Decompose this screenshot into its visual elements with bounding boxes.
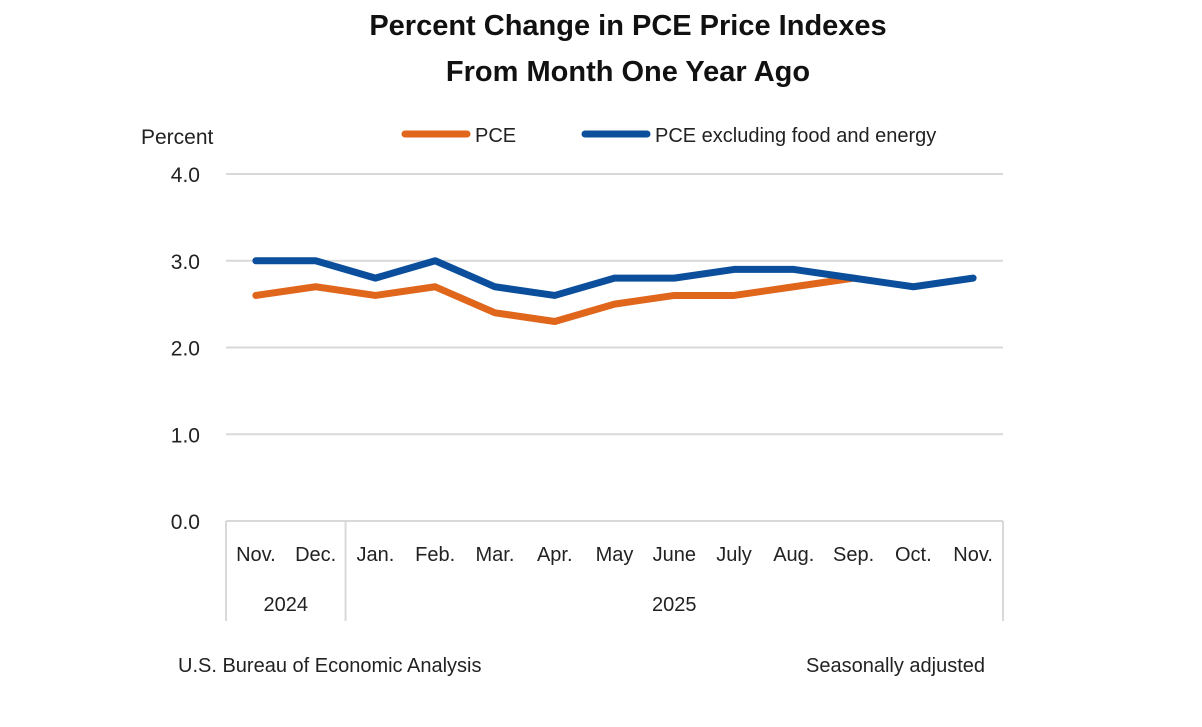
data-point (793, 286, 795, 288)
year-label: 2024 (264, 594, 309, 616)
data-point (315, 286, 317, 288)
data-point (673, 294, 675, 296)
x-tick-label: Sep. (833, 544, 874, 566)
data-point (554, 320, 556, 322)
data-point (912, 286, 914, 288)
data-point (315, 260, 317, 262)
x-tick-label: Oct. (895, 544, 932, 566)
x-tick-label: Nov. (953, 544, 993, 566)
data-point (853, 277, 855, 279)
data-point (614, 277, 615, 279)
data-point (554, 294, 556, 296)
data-point (255, 260, 257, 262)
y-tick-label: 0.0 (171, 511, 200, 534)
x-tick-label: Nov. (236, 544, 276, 566)
data-point (673, 277, 675, 279)
legend-label: PCE (475, 125, 516, 147)
y-tick-label: 2.0 (171, 338, 200, 361)
y-axis-label: Percent (141, 126, 214, 149)
x-tick-label: Dec. (295, 544, 336, 566)
x-tick-label: July (716, 544, 752, 566)
data-point (494, 312, 496, 314)
source-note: U.S. Bureau of Economic Analysis (178, 655, 481, 677)
data-point (793, 268, 795, 270)
data-point (614, 303, 615, 305)
x-tick-label: Aug. (773, 544, 814, 566)
x-tick-label: June (653, 544, 696, 566)
y-tick-label: 4.0 (171, 164, 200, 187)
data-point (434, 286, 436, 288)
y-tick-label: 1.0 (171, 424, 200, 447)
data-point (255, 294, 257, 296)
series-line-pce (252, 274, 858, 325)
adjustment-note: Seasonally adjusted (806, 655, 985, 677)
x-tick-label: Jan. (357, 544, 395, 566)
data-point (494, 286, 496, 288)
x-tick-label: Mar. (476, 544, 515, 566)
year-label: 2025 (652, 594, 697, 616)
x-tick-label: Feb. (415, 544, 455, 566)
x-tick-label: Apr. (537, 544, 573, 566)
x-tick-label: May (596, 544, 634, 566)
data-point (374, 277, 376, 279)
data-point (733, 268, 735, 270)
data-point (733, 294, 735, 296)
chart-title-line1: Percent Change in PCE Price Indexes (369, 10, 887, 42)
data-point (972, 277, 974, 279)
data-point (374, 294, 376, 296)
chart-title-line2: From Month One Year Ago (445, 56, 811, 88)
y-tick-label: 3.0 (171, 251, 200, 274)
legend-label: PCE excluding food and energy (655, 125, 936, 147)
data-point (434, 260, 436, 262)
